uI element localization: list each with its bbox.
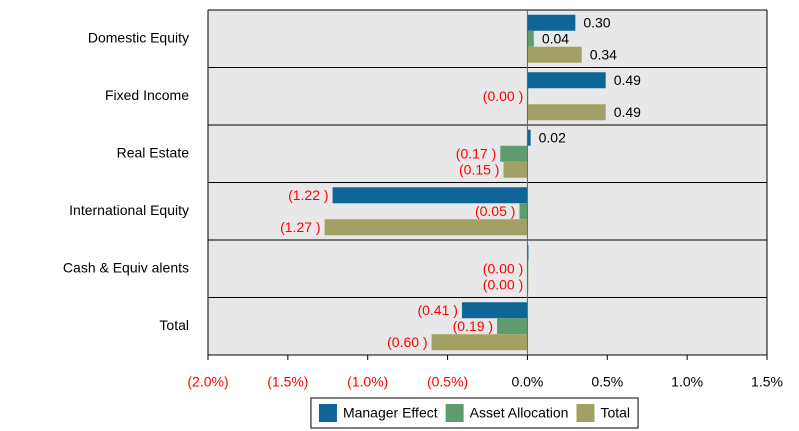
category-label: Cash & Equiv alents bbox=[63, 259, 189, 275]
bar bbox=[519, 203, 528, 220]
legend: Manager Effect Asset Allocation Total bbox=[310, 397, 639, 429]
value-label: 0.34 bbox=[590, 46, 617, 62]
value-label: (0.00 ) bbox=[483, 276, 523, 292]
value-label: (1.22 ) bbox=[288, 187, 328, 203]
x-tick-label: (1.0%) bbox=[347, 374, 388, 390]
x-tick-label: 0.5% bbox=[591, 374, 623, 390]
x-tick-label: (1.5%) bbox=[267, 374, 308, 390]
bar bbox=[527, 129, 531, 146]
bar bbox=[527, 46, 582, 63]
bar bbox=[431, 334, 528, 351]
legend-swatch bbox=[445, 404, 464, 422]
value-label: (0.00 ) bbox=[483, 260, 523, 276]
bar bbox=[332, 187, 528, 204]
value-label: (0.17 ) bbox=[456, 145, 496, 161]
value-label: 0.30 bbox=[583, 14, 610, 30]
value-label: (1.27 ) bbox=[280, 219, 320, 235]
bar bbox=[497, 318, 528, 335]
x-tick-label: 0.0% bbox=[511, 374, 543, 390]
bar bbox=[324, 219, 528, 236]
value-label: (0.41 ) bbox=[417, 302, 457, 318]
bar bbox=[500, 145, 528, 162]
bar bbox=[527, 30, 534, 47]
x-tick-label: (2.0%) bbox=[187, 374, 228, 390]
category-label: International Equity bbox=[69, 202, 189, 218]
legend-label: Asset Allocation bbox=[470, 405, 569, 421]
value-label: (0.19 ) bbox=[453, 318, 493, 334]
category-label: Real Estate bbox=[117, 144, 190, 160]
value-label: 0.02 bbox=[539, 129, 566, 145]
bar bbox=[461, 302, 528, 319]
category-label: Domestic Equity bbox=[88, 29, 189, 45]
category-label: Fixed Income bbox=[105, 87, 189, 103]
legend-swatch bbox=[318, 404, 337, 422]
legend-swatch bbox=[576, 404, 595, 422]
value-label: 0.04 bbox=[542, 30, 569, 46]
x-tick-label: (0.5%) bbox=[427, 374, 468, 390]
value-label: (0.60 ) bbox=[387, 334, 427, 350]
value-label: 0.49 bbox=[614, 104, 641, 120]
legend-label: Manager Effect bbox=[343, 405, 438, 421]
value-label: (0.05 ) bbox=[475, 203, 515, 219]
bar bbox=[527, 104, 606, 121]
value-label: (0.00 ) bbox=[483, 88, 523, 104]
x-tick-label: 1.0% bbox=[671, 374, 703, 390]
bar bbox=[527, 14, 576, 31]
category-label: Total bbox=[159, 317, 189, 333]
bar bbox=[527, 72, 606, 89]
bar bbox=[503, 161, 528, 178]
value-label: (0.15 ) bbox=[459, 161, 499, 177]
x-tick-label: 1.5% bbox=[751, 374, 783, 390]
value-label: 0.49 bbox=[614, 72, 641, 88]
legend-label: Total bbox=[600, 405, 630, 421]
